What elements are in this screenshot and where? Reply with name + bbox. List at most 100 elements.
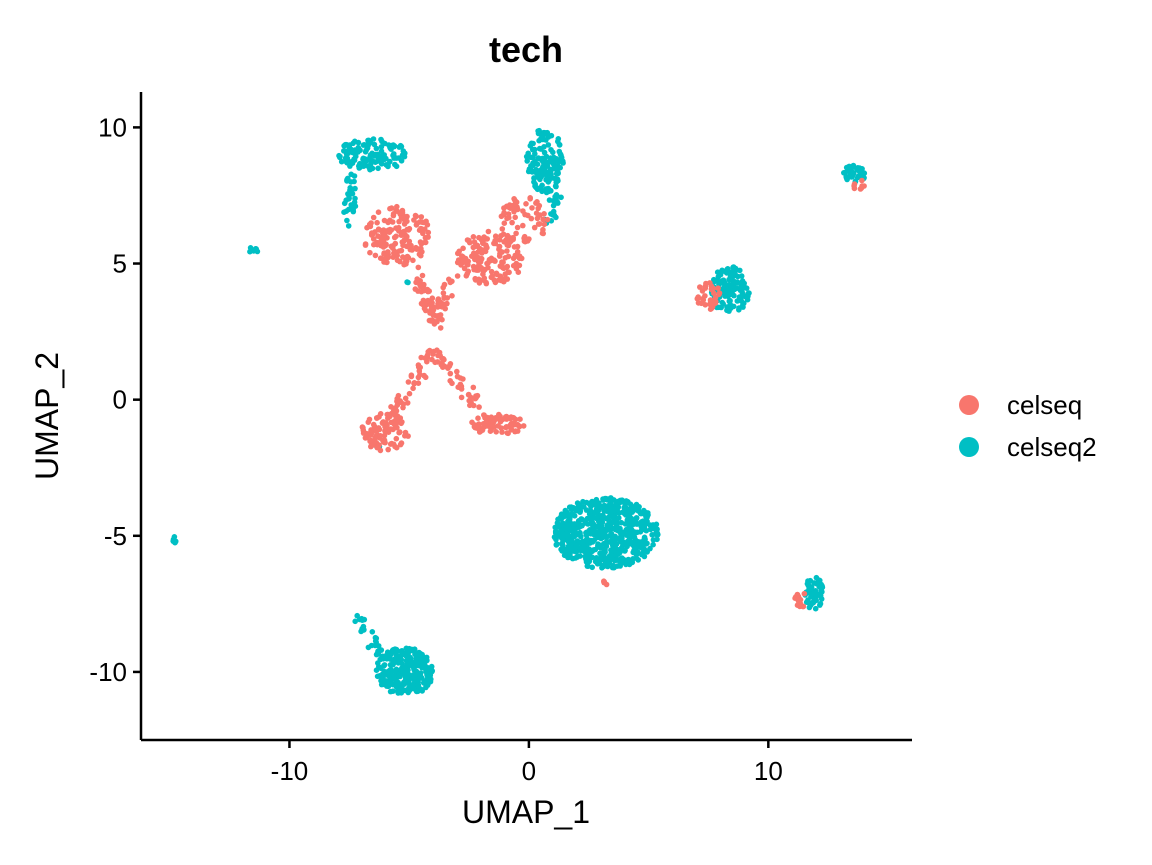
data-point-celseq2 [740,281,747,287]
data-point-celseq [387,205,393,212]
data-point-celseq [405,379,412,385]
data-point-celseq2 [626,515,633,522]
data-point-celseq2 [344,155,351,162]
data-point-celseq2 [553,541,560,548]
data-point-celseq [520,423,527,429]
data-point-celseq [464,271,471,277]
data-point-celseq2 [850,163,857,170]
data-point-celseq [480,421,487,427]
data-point-celseq [697,284,703,290]
data-point-celseq2 [384,669,391,675]
data-point-celseq2 [247,245,254,251]
data-point-celseq [513,199,520,205]
data-point-celseq [381,217,388,224]
data-point-celseq [434,318,440,325]
data-point-celseq2 [629,509,635,515]
data-point-celseq2 [374,673,381,680]
data-point-celseq2 [567,549,573,556]
data-point-celseq2 [817,602,823,608]
data-point-celseq2 [860,170,867,176]
data-point-celseq2 [398,158,405,164]
data-point-celseq2 [401,670,408,676]
data-point-celseq [516,255,523,262]
data-point-celseq2 [727,287,733,293]
data-point-celseq [429,295,436,302]
data-point-celseq2 [606,502,613,508]
data-point-celseq [454,259,461,266]
data-point-celseq2 [397,673,403,680]
data-point-celseq [411,217,417,223]
data-point-celseq2 [555,136,562,142]
data-point-celseq2 [531,146,538,153]
data-point-celseq2 [393,646,400,653]
data-point-celseq2 [591,521,597,528]
data-point-celseq2 [574,543,580,550]
data-point-celseq [425,297,431,304]
data-point-celseq2 [570,532,576,539]
data-point-celseq2 [610,514,616,521]
data-point-celseq2 [536,127,542,134]
data-point-celseq2 [641,507,647,514]
data-point-celseq2 [390,142,397,148]
data-point-celseq2 [379,653,386,660]
data-point-celseq [374,219,380,226]
data-point-celseq [406,390,413,397]
data-point-celseq2 [725,266,731,272]
data-point-celseq [484,414,491,421]
data-point-celseq [601,578,607,584]
data-point-celseq2 [352,185,358,192]
data-point-celseq [359,424,366,430]
data-point-celseq2 [348,189,355,196]
data-point-celseq [384,422,390,429]
data-point-celseq2 [844,168,851,174]
data-point-celseq [412,286,419,292]
data-point-celseq [454,368,460,375]
data-point-celseq2 [573,549,580,555]
data-point-celseq2 [732,268,739,274]
data-point-celseq2 [394,680,400,686]
data-point-celseq2 [597,555,604,561]
data-point-celseq2 [717,271,724,278]
data-point-celseq [415,380,422,387]
data-point-celseq [369,442,376,448]
data-point-celseq [435,312,442,319]
data-point-celseq2 [581,546,588,553]
data-point-celseq [394,257,401,264]
data-point-celseq [480,277,487,284]
data-point-celseq [471,422,478,428]
data-point-celseq [446,363,453,369]
data-point-celseq2 [554,529,560,535]
data-point-celseq2 [553,183,559,190]
data-point-celseq2 [629,503,636,510]
data-point-celseq [512,428,519,434]
data-point-celseq [440,302,446,308]
x-tick-label: 0 [522,756,536,786]
data-point-celseq [365,419,372,426]
data-point-celseq2 [604,522,610,528]
data-point-celseq2 [368,158,374,164]
data-point-celseq2 [587,527,593,533]
data-point-celseq2 [349,158,356,165]
data-point-celseq [409,247,415,253]
data-point-celseq [444,295,451,301]
data-point-celseq2 [806,586,812,593]
data-point-celseq2 [406,687,413,694]
data-point-celseq2 [371,141,378,148]
data-point-celseq [371,425,378,432]
data-point-celseq [496,411,502,418]
data-point-celseq [487,423,493,429]
data-point-celseq2 [342,141,349,148]
data-point-celseq [520,222,526,229]
data-point-celseq [492,233,499,239]
data-point-celseq [480,240,486,247]
data-point-celseq [496,253,503,259]
data-point-celseq [498,263,505,269]
data-point-celseq [362,242,369,248]
data-point-celseq2 [806,604,813,611]
data-point-celseq2 [373,667,380,673]
data-point-celseq [418,288,425,295]
data-point-celseq [392,248,398,255]
data-point-celseq [421,372,427,379]
data-point-celseq2 [548,166,554,173]
data-point-celseq2 [599,565,605,571]
